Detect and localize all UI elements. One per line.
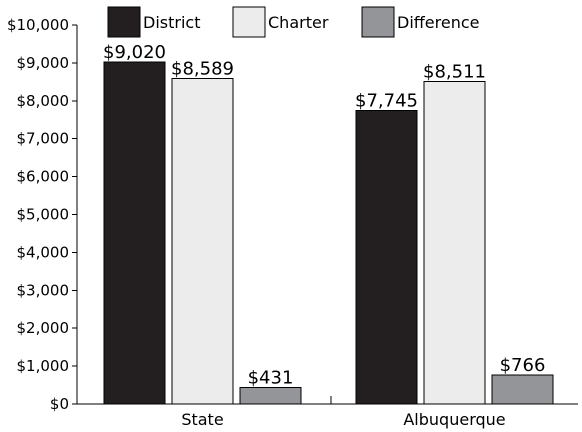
y-tick-label: $2,000: [17, 319, 70, 337]
data-label: $766: [500, 355, 546, 376]
data-label: $8,589: [171, 58, 234, 79]
data-label: $8,511: [423, 61, 486, 82]
y-tick-label: $0: [50, 395, 69, 413]
y-axis: $0 $1,000 $2,000 $3,000 $4,000 $5,000 $6,000 $7…: [7, 16, 78, 413]
y-tick-label: $7,000: [17, 130, 70, 148]
legend-swatch-district: [107, 6, 141, 38]
bar-charter-albuquerque: [423, 80, 486, 405]
bar-district-albuquerque: [355, 109, 418, 405]
bar-district-state: [103, 61, 166, 405]
data-label: $431: [248, 368, 294, 389]
bar-difference-state: [239, 387, 302, 405]
category-label: Albuquerque: [403, 410, 505, 429]
legend-swatch-difference: [361, 6, 395, 38]
bar-difference-albuquerque: [491, 374, 554, 405]
legend-label-district: District: [143, 13, 200, 32]
data-label: $7,745: [355, 90, 418, 111]
category-label: State: [181, 410, 223, 429]
legend-label-charter: Charter: [268, 13, 329, 32]
y-tick-label: $1,000: [17, 357, 70, 375]
bar-charter-state: [171, 77, 234, 405]
data-label: $9,020: [103, 42, 166, 63]
y-tick-label: $3,000: [17, 281, 70, 299]
bars: $9,020 $7,745 $8,589 $8,511 $431 $766: [103, 42, 554, 405]
y-tick-label: $4,000: [17, 243, 70, 261]
y-tick-label: $8,000: [17, 92, 70, 110]
y-tick-label: $5,000: [17, 206, 70, 224]
legend-label-difference: Difference: [397, 13, 479, 32]
y-tick-label: $6,000: [17, 168, 70, 186]
legend: District Charter Difference: [107, 6, 479, 38]
y-tick-label: $10,000: [7, 16, 69, 34]
legend-swatch-charter: [232, 6, 266, 38]
y-tick-label: $9,000: [17, 54, 70, 72]
